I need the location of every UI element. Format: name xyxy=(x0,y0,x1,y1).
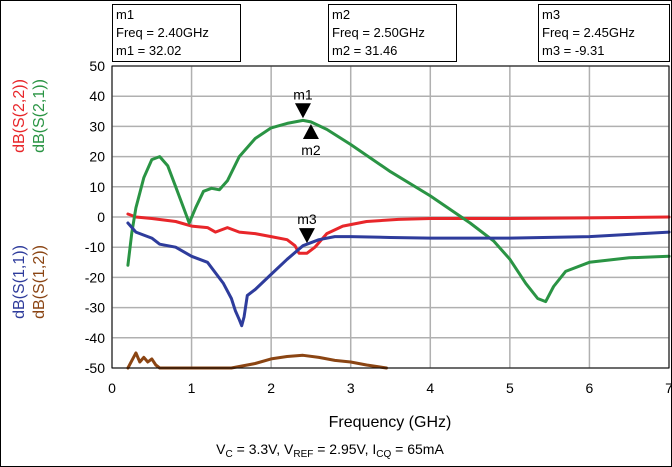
x-tick-label: 2 xyxy=(267,380,275,396)
y-label-s22: dB(S(2,2)) xyxy=(11,79,28,153)
marker-readout-boxes: m1 Freq = 2.40GHz m1 = 32.02 m2 Freq = 2.50G… xyxy=(112,4,670,62)
marker-box-m2: m2 Freq = 2.50GHz m2 = 31.46 xyxy=(328,4,457,62)
x-tick-label: 3 xyxy=(347,380,355,396)
series-line-db-s-2-2 xyxy=(126,212,671,255)
marker-box-frame xyxy=(112,4,241,62)
x-tick-labels: 0 1 2 3 4 5 6 7 xyxy=(108,380,672,396)
y-label-s11: dB(S(1,1)) xyxy=(11,245,28,319)
x-axis-label: Frequency (GHz) xyxy=(329,414,452,431)
marker-box-line: Freq = 2.50GHz xyxy=(332,25,425,40)
y-label-s12: dB(S(1,2)) xyxy=(31,245,48,319)
marker-box-frame xyxy=(538,4,670,62)
y-tick-labels: 50 40 30 20 10 0 -10 -20 -30 -40 -50 xyxy=(85,58,105,376)
y-tick-label: -20 xyxy=(85,269,105,285)
marker-box-line: m1 = 32.02 xyxy=(116,43,181,58)
y-tick-label: 10 xyxy=(89,179,105,195)
y-tick-label: -30 xyxy=(85,300,105,316)
y-axis-labels-bottom: dB(S(1,1)) dB(S(1,2)) xyxy=(11,245,48,319)
marker-m3-label: m3 xyxy=(297,211,317,227)
marker-m3-triangle xyxy=(298,228,315,244)
marker-box-line: m3 xyxy=(542,7,560,22)
y-label-s21: dB(S(2,1)) xyxy=(31,79,48,153)
marker-box-line: m3 = -9.31 xyxy=(542,43,605,58)
marker-m1-label: m1 xyxy=(293,86,313,102)
marker-box-line: Freq = 2.45GHz xyxy=(542,25,635,40)
x-tick-label: 5 xyxy=(506,380,514,396)
marker-box-line: m2 = 31.46 xyxy=(332,43,397,58)
series-layer xyxy=(126,118,671,370)
markers-layer: m1 m2 m3 xyxy=(293,86,321,244)
plot-frame xyxy=(111,65,670,369)
marker-box-line: m1 xyxy=(116,7,134,22)
series-line-db-s-1-1 xyxy=(126,221,671,328)
bias-conditions: VC = 3.3V, VREF = 2.95V, ICQ = 65mA xyxy=(216,441,444,460)
x-tick-label: 1 xyxy=(188,380,196,396)
marker-box-frame xyxy=(328,4,457,62)
x-tick-label: 4 xyxy=(426,380,434,396)
y-axis-labels-top: dB(S(2,2)) dB(S(2,1)) xyxy=(11,79,48,153)
y-tick-label: 40 xyxy=(89,88,105,104)
marker-box-m3: m3 Freq = 2.45GHz m3 = -9.31 xyxy=(538,4,670,62)
x-tick-label: 6 xyxy=(586,380,594,396)
y-tick-label: -40 xyxy=(85,330,105,346)
y-tick-label: -50 xyxy=(85,360,105,376)
y-tick-label: 20 xyxy=(89,149,105,165)
marker-box-line: Freq = 2.40GHz xyxy=(116,25,209,40)
y-tick-label: 30 xyxy=(89,118,105,134)
x-tick-label: 7 xyxy=(665,380,672,396)
marker-box-m1: m1 Freq = 2.40GHz m1 = 32.02 xyxy=(112,4,241,62)
series-line-db-s-2-1 xyxy=(126,118,671,304)
y-tick-label: 50 xyxy=(89,58,105,74)
y-tick-label: -10 xyxy=(85,239,105,255)
marker-m1-triangle xyxy=(294,103,311,119)
marker-m2-label: m2 xyxy=(301,142,321,158)
x-tick-label: 0 xyxy=(108,380,116,396)
marker-box-line: m2 xyxy=(332,7,350,22)
marker-m2-triangle xyxy=(302,123,319,139)
y-tick-label: 0 xyxy=(97,209,105,225)
